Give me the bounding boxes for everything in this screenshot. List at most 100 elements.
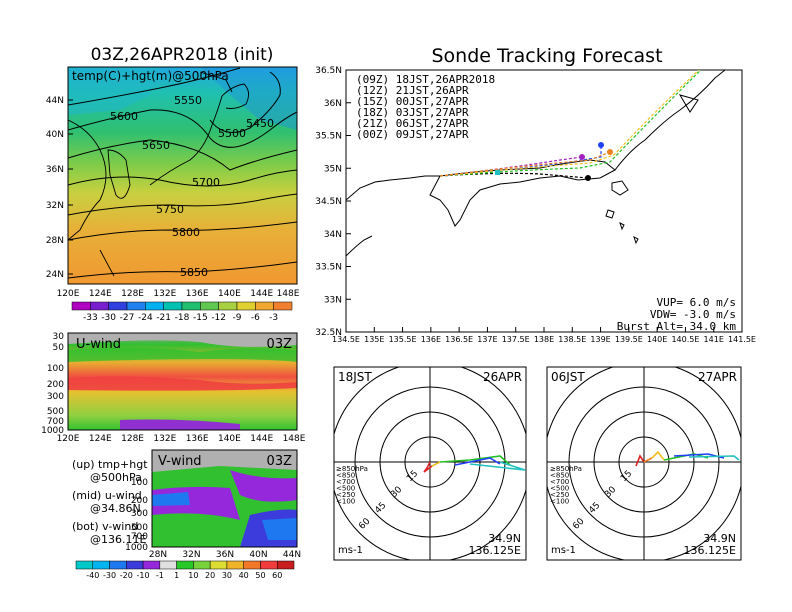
hodo-level-label: <850: [550, 472, 569, 480]
lon-tick-label: 144E: [250, 289, 273, 299]
lon-tick-label: 141.5E: [728, 335, 756, 344]
colorbar-swatch: [209, 560, 228, 570]
hodo-trace: [439, 455, 511, 466]
colorbar-swatch: [126, 301, 146, 311]
lon-tick-label: 132E: [153, 434, 176, 444]
hodo-level-label: ≥850hPa: [336, 465, 368, 473]
note-mid-2: @34.86N: [90, 502, 141, 515]
note-up-2: @500hPa: [90, 471, 142, 484]
colorbar-swatch: [218, 301, 238, 311]
colorbar-label: -21: [156, 313, 171, 323]
hodo-lat: 34.9N: [488, 532, 521, 545]
lon-tick-label: 140E: [218, 289, 241, 299]
v-wind-label: V-wind: [158, 454, 202, 469]
lon-tick-label: 136E: [421, 335, 441, 344]
hodo-trace: [635, 454, 645, 467]
left-title: 03Z,26APR2018 (init): [91, 45, 274, 65]
track-lon-ticks: 134.5E 135E 135.5E 136E 136.5E 137E 137.5E 138E…: [332, 327, 756, 344]
lon-tick-label: 138.5E: [558, 335, 586, 344]
note-mid-1: (mid) u-wind: [72, 489, 142, 502]
pressure-tick-label: 100: [47, 364, 64, 374]
colorbar-swatch: [75, 560, 94, 570]
colorbar-label: -6: [251, 313, 260, 323]
hodo-trace: [454, 457, 501, 466]
lat-tick-label: 36N: [216, 550, 234, 560]
hodo-level-label: <500: [336, 485, 355, 493]
lon-tick-label: 120E: [57, 434, 80, 444]
lon-tick-label: 136E: [186, 434, 209, 444]
lon-tick-label: 124E: [89, 289, 112, 299]
hodo-trace: [431, 461, 441, 467]
colorbar-label: -15: [193, 313, 208, 323]
colorbar-swatch: [163, 301, 183, 311]
lat-tick-label: 36N: [46, 165, 64, 175]
pressure-tick-label: 300: [47, 392, 64, 402]
hodo-level-label: <100: [550, 498, 569, 506]
colorbar-label: -33: [83, 313, 98, 323]
contour-label: 5750: [156, 203, 184, 216]
wind-colorbar: -40 -30 -20 -10 -1 1 10 20 30 40 50 60: [75, 560, 295, 580]
burst-altitude: Burst Alt= 34.0 km: [617, 320, 737, 333]
colorbar-swatch: [276, 560, 295, 570]
map-field-label: temp(C)+hgt(m)@500hPa: [72, 69, 229, 83]
lon-tick-label: 136E: [186, 289, 209, 299]
hodo-level-label: <850: [336, 472, 355, 480]
track-legend-entry: (21Z) 06JST,27APR: [356, 117, 469, 130]
lon-tick-label: 140E: [647, 335, 667, 344]
colorbar-swatch: [90, 301, 109, 311]
colorbar-swatch: [159, 560, 177, 570]
hodo-date: 26APR: [483, 370, 522, 384]
hodo-trace: [651, 450, 665, 461]
lat-tick-label: 33N: [324, 295, 342, 305]
pressure-tick-label: 30: [53, 332, 65, 342]
pressure-tick-label: 1000: [41, 426, 64, 436]
colorbar-label: -9: [233, 313, 242, 323]
note-bot-2: @136.11E: [90, 533, 146, 546]
pressure-tick-label: 300: [131, 509, 148, 519]
descent-rate: VDW= -3.0 m/s: [650, 308, 736, 321]
colorbar-label: -1: [156, 571, 164, 580]
landing-point: [607, 149, 613, 155]
hodo-level-legend: ≥850hPa<850<700<500<250<100: [550, 465, 582, 506]
colorbar-label: 20: [205, 571, 215, 580]
colorbar-label: -12: [211, 313, 226, 323]
colorbar-swatch: [71, 301, 91, 311]
colorbar-swatch: [200, 301, 219, 311]
u-wind-panel: U-wind 03Z: [67, 332, 298, 431]
hodo-date: 27APR: [698, 370, 737, 384]
track-line: [439, 70, 702, 177]
lon-tick-label: 137.5E: [502, 335, 530, 344]
lat-tick-label: 32N: [182, 550, 200, 560]
pressure-tick-label: 100: [131, 478, 148, 488]
lat-tick-label: 44N: [283, 550, 301, 560]
u-wind-lon-ticks: 120E 124E 128E 132E 136E 140E 144E 148E: [57, 434, 306, 444]
hodo-time: 06JST: [551, 370, 585, 384]
pressure-tick-label: 500: [47, 407, 64, 417]
track-legend-entry: (15Z) 00JST,27APR: [356, 95, 469, 108]
contour-label: 5700: [192, 176, 220, 189]
lat-tick-label: 32N: [46, 201, 64, 211]
colorbar-label: -30: [103, 571, 116, 580]
launch-site: [495, 170, 500, 175]
top-map-lat-ticks: 44N 40N 36N 32N 28N 24N: [46, 96, 73, 280]
track-legend-entry: (12Z) 21JST,26APR: [356, 84, 469, 97]
lon-tick-label: 148E: [283, 434, 306, 444]
hodo-trace: [688, 455, 740, 461]
colorbar-swatch: [109, 560, 127, 570]
contour-label: 5850: [180, 266, 208, 279]
contour-label: 5500: [218, 127, 246, 140]
colorbar-swatch: [273, 301, 293, 311]
lat-tick-label: 33.5N: [315, 263, 342, 273]
lon-tick-label: 124E: [89, 434, 112, 444]
lon-tick-label: 136.5E: [445, 335, 473, 344]
note-bot-1: (bot) v-wind: [72, 520, 138, 533]
contour-label: 5800: [172, 226, 200, 239]
colorbar-swatch: [260, 560, 278, 570]
colorbar-label: -40: [86, 571, 99, 580]
panel-notes: (up) tmp+hgt @500hPa (mid) u-wind @34.86…: [72, 458, 148, 546]
colorbar-label: 40: [239, 571, 249, 580]
colorbar-swatch: [255, 301, 274, 311]
